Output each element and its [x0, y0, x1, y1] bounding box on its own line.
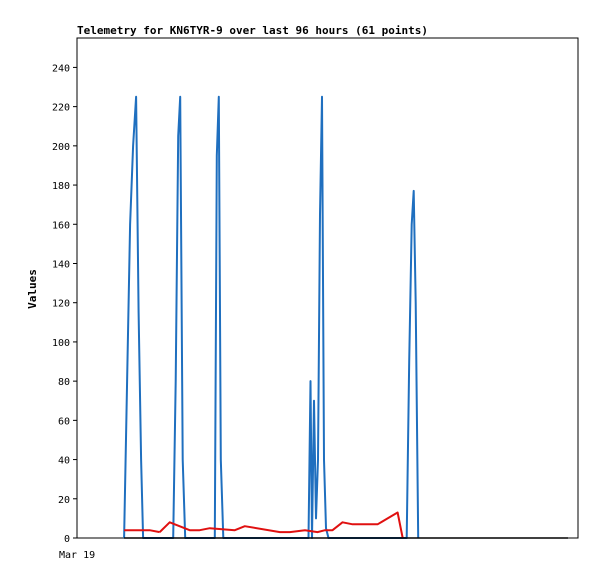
x-tick-label: Mar 19: [59, 550, 95, 561]
y-tick-label: 40: [58, 456, 70, 467]
y-axis: 0 20 40 60 80 100 120 140 160 180 200 220 240: [52, 63, 77, 545]
y-tick-label: 100: [52, 338, 70, 349]
y-tick-label: 120: [52, 299, 70, 310]
y-tick-label: 60: [58, 416, 70, 427]
y-tick-label: 240: [52, 63, 70, 74]
y-tick-label: 180: [52, 181, 70, 192]
y-tick-label: 0: [64, 534, 70, 545]
y-tick-label: 160: [52, 220, 70, 231]
y-tick-label: 200: [52, 142, 70, 153]
series-layer: [123, 95, 568, 539]
series-line-2-part-2: [159, 511, 404, 539]
y-tick-label: 140: [52, 259, 70, 270]
series-line-1: [123, 95, 420, 539]
plot-area: [76, 37, 579, 539]
y-axis-label: Values: [26, 269, 39, 309]
y-tick-label: 20: [58, 495, 70, 506]
y-tick-label: 220: [52, 103, 70, 114]
x-axis: Mar 19: [59, 550, 95, 561]
y-tick-label: 80: [58, 377, 70, 388]
chart-title: Telemetry for KN6TYR-9 over last 96 hour…: [77, 24, 428, 37]
series-line-2-part-1: [124, 529, 160, 534]
